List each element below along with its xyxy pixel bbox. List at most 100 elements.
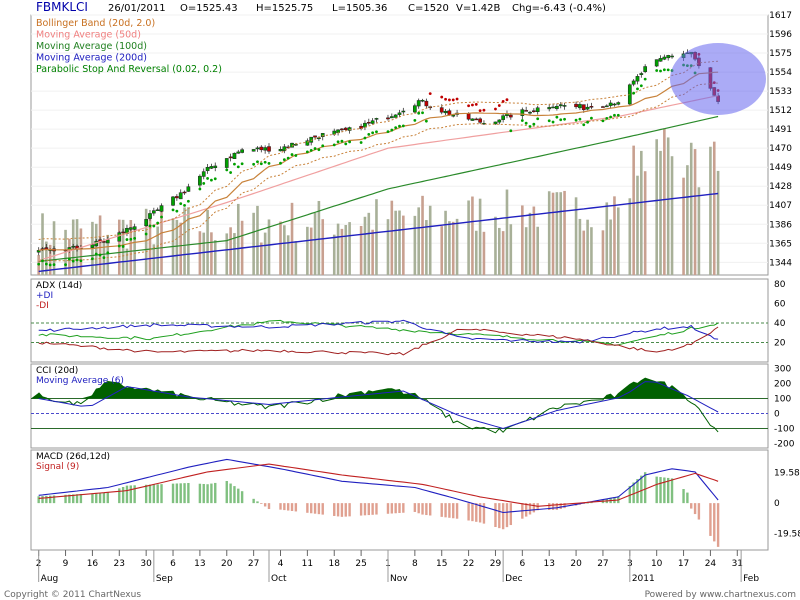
- macd-histogram-bar: [294, 503, 298, 512]
- volume-bar: [348, 222, 351, 275]
- sar-dot: [505, 98, 509, 102]
- candle-body: [654, 59, 659, 67]
- candle-body: [574, 103, 578, 108]
- macd-histogram-bar: [237, 488, 240, 504]
- sar-dot: [179, 202, 183, 206]
- volume-bar: [344, 225, 348, 275]
- volume-bar: [267, 219, 271, 275]
- candle-body: [178, 192, 183, 200]
- candle-body: [36, 250, 41, 253]
- candle-body: [305, 140, 310, 146]
- volume-bar: [478, 198, 482, 275]
- volume-bar: [498, 227, 501, 275]
- candle-body: [259, 146, 264, 151]
- sar-dot: [628, 94, 632, 98]
- macd-histogram-bar: [367, 503, 370, 516]
- volume-bar: [156, 226, 159, 275]
- volume-bar: [451, 221, 455, 275]
- volume-bar: [682, 177, 685, 275]
- volume-bar: [321, 219, 325, 275]
- volume-bar: [670, 156, 674, 275]
- macd-histogram-bar: [413, 503, 417, 512]
- macd-histogram-bar: [102, 492, 106, 504]
- sar-dot: [344, 142, 348, 146]
- x-day-label: 25: [355, 559, 366, 569]
- candle-body: [155, 209, 160, 211]
- x-day-label: 31: [732, 559, 743, 569]
- macd-histogram-bar: [72, 494, 75, 504]
- candle-body: [635, 76, 640, 82]
- sar-dot: [48, 263, 52, 267]
- volume-bar: [494, 216, 497, 275]
- price-y-tick: 1470: [769, 144, 792, 154]
- volume-bar: [179, 222, 183, 275]
- sar-dot: [336, 140, 340, 144]
- volume-bar: [290, 202, 294, 275]
- candle-body: [267, 146, 271, 152]
- macd-y-tick: 19.58: [774, 469, 800, 479]
- volume-bar: [467, 200, 470, 275]
- macd-y-tick: 0: [774, 499, 780, 509]
- macd-histogram-bar: [359, 503, 363, 516]
- macd-histogram-bar: [666, 477, 670, 504]
- change-label: Chg=-6.43 (-0.4%): [512, 3, 606, 14]
- sar-dot: [71, 259, 75, 263]
- price-y-tick: 1365: [769, 239, 792, 249]
- volume-bar: [709, 146, 712, 275]
- sar-dot: [482, 108, 486, 112]
- volume-bar: [106, 234, 110, 275]
- sar-dot: [582, 123, 586, 127]
- sar-dot: [536, 117, 540, 121]
- macd-histogram-bar: [214, 482, 217, 504]
- ma200-line: [38, 192, 719, 273]
- adx-panel: [30, 278, 769, 363]
- sar-dot: [444, 97, 447, 101]
- x-day-label: 23: [114, 559, 125, 569]
- candle-body: [117, 232, 122, 242]
- x-month-label: Sep: [156, 574, 173, 584]
- volume-bar: [160, 207, 163, 275]
- candle-body: [182, 191, 187, 194]
- volume-bar: [547, 191, 551, 275]
- candle-body: [497, 119, 502, 123]
- sar-dot: [186, 199, 190, 203]
- volume-bar: [555, 192, 559, 275]
- volume-bar: [448, 221, 451, 275]
- volume-bar: [663, 128, 666, 275]
- volume-bar: [616, 207, 620, 275]
- macd-histogram-bar: [160, 484, 163, 504]
- sar-dot: [528, 125, 532, 128]
- candle-body: [343, 127, 348, 130]
- volume-bar: [340, 228, 344, 275]
- candle-body: [547, 107, 552, 110]
- macd-histogram-bar: [121, 486, 125, 504]
- price-legend-entry: Parabolic Stop And Reversal (0.02, 0.2): [36, 64, 222, 75]
- volume-bar: [133, 229, 136, 275]
- adx-y-tick: 80: [774, 280, 786, 290]
- sar-dot: [183, 203, 186, 207]
- sar-dot: [636, 87, 639, 91]
- macd-histogram-bar: [636, 479, 639, 504]
- sar-dot: [340, 139, 344, 143]
- sar-dot: [252, 162, 256, 166]
- volume-bar: [306, 226, 309, 275]
- sar-dot: [413, 118, 417, 122]
- macd-histogram-bar: [98, 492, 102, 504]
- volume-bar: [144, 208, 148, 275]
- x-day-label: 10: [651, 559, 663, 569]
- candle-body: [424, 100, 429, 107]
- adx-y-tick: 20: [774, 338, 786, 348]
- macd-histogram-bar: [125, 485, 129, 504]
- macd-histogram-bar: [41, 496, 44, 504]
- macd-histogram-bar: [421, 503, 424, 515]
- macd-histogram-bar: [68, 494, 71, 504]
- x-day-label: 24: [705, 559, 717, 569]
- cci-ma-line: [38, 381, 719, 430]
- sar-dot: [210, 178, 213, 182]
- macd-histogram-bar: [643, 472, 647, 504]
- macd-histogram-bar: [225, 480, 228, 504]
- candle-body: [366, 121, 371, 124]
- macd-signal-line: [38, 463, 719, 507]
- macd-legend-entry: MACD (26d,12d): [36, 452, 110, 462]
- sar-dot: [478, 109, 482, 113]
